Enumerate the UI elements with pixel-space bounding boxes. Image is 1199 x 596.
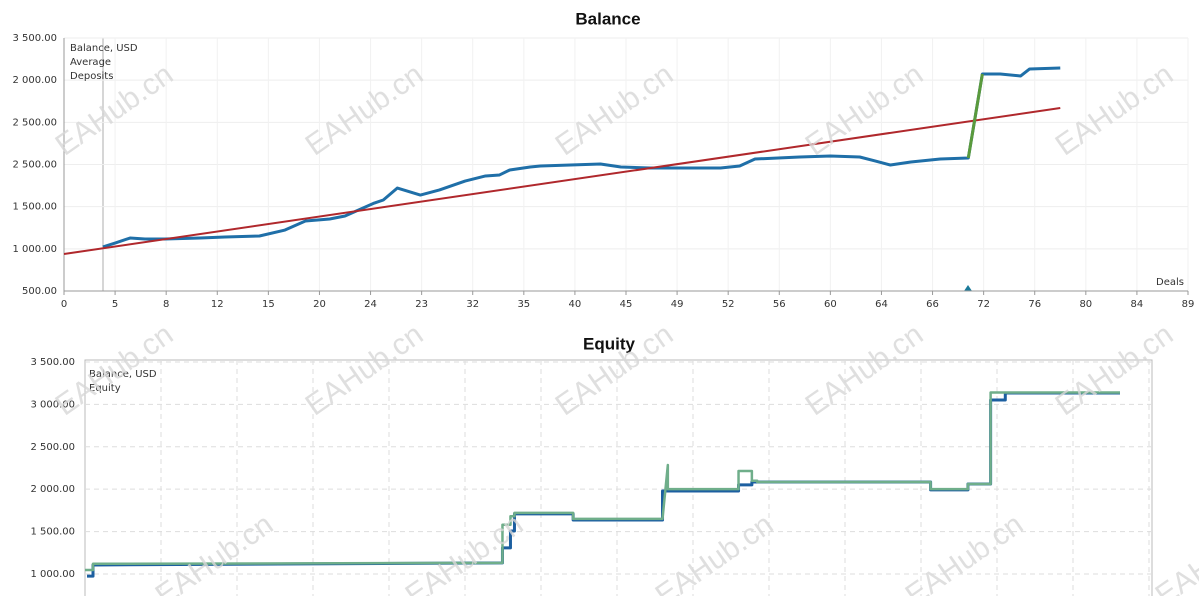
x-tick-label: 23 <box>415 299 428 310</box>
chart-title: Equity <box>583 334 635 353</box>
legend-entry: Balance, USD <box>89 369 157 380</box>
x-tick-label: 35 <box>517 299 530 310</box>
x-tick-label: 64 <box>875 299 888 310</box>
y-tick-label: 500.00 <box>22 286 57 297</box>
x-axis-label: Deals <box>1156 277 1184 288</box>
x-tick-label: 20 <box>313 299 326 310</box>
x-tick-label: 52 <box>722 299 735 310</box>
chart-title: Balance <box>575 9 640 28</box>
y-tick-label: 1 000.00 <box>12 244 57 255</box>
y-tick-label: 2 500.00 <box>30 442 75 453</box>
y-tick-label: 2 000.00 <box>12 75 57 86</box>
y-tick-label: 1 500.00 <box>12 202 57 213</box>
series-line <box>966 73 984 159</box>
legend-entry: Balance, USD <box>70 43 138 54</box>
legend-entry: Average <box>70 57 111 68</box>
x-tick-label: 40 <box>569 299 582 310</box>
x-tick-label: 12 <box>211 299 224 310</box>
x-tick-label: 72 <box>977 299 990 310</box>
x-tick-label: 56 <box>773 299 786 310</box>
x-tick-label: 0 <box>61 299 67 310</box>
deposit-marker <box>964 285 972 291</box>
x-tick-label: 84 <box>1131 299 1144 310</box>
x-tick-label: 80 <box>1079 299 1092 310</box>
x-tick-label: 32 <box>466 299 479 310</box>
x-tick-label: 89 <box>1182 299 1195 310</box>
y-tick-label: 3 500.00 <box>30 357 75 368</box>
y-tick-label: 1 000.00 <box>30 569 75 580</box>
y-tick-label: 2 500.00 <box>12 160 57 171</box>
x-tick-label: 5 <box>112 299 118 310</box>
x-tick-label: 15 <box>262 299 275 310</box>
x-tick-label: 45 <box>620 299 633 310</box>
x-tick-label: 49 <box>671 299 684 310</box>
x-tick-label: 76 <box>1028 299 1041 310</box>
series-line <box>85 391 1120 572</box>
y-tick-label: 3 000.00 <box>30 399 75 410</box>
y-tick-label: 2 000.00 <box>30 484 75 495</box>
series-line <box>63 107 1061 255</box>
plot-frame <box>84 359 1153 596</box>
y-tick-label: 1 500.00 <box>30 527 75 538</box>
series-line <box>102 66 1061 249</box>
x-tick-label: 60 <box>824 299 837 310</box>
x-tick-label: 66 <box>926 299 939 310</box>
x-tick-label: 24 <box>364 299 377 310</box>
y-tick-label: 2 500.00 <box>12 117 57 128</box>
x-tick-label: 8 <box>163 299 169 310</box>
legend-entry: Equity <box>89 383 121 394</box>
y-tick-label: 3 500.00 <box>12 33 57 44</box>
legend-entry: Deposits <box>70 71 113 82</box>
